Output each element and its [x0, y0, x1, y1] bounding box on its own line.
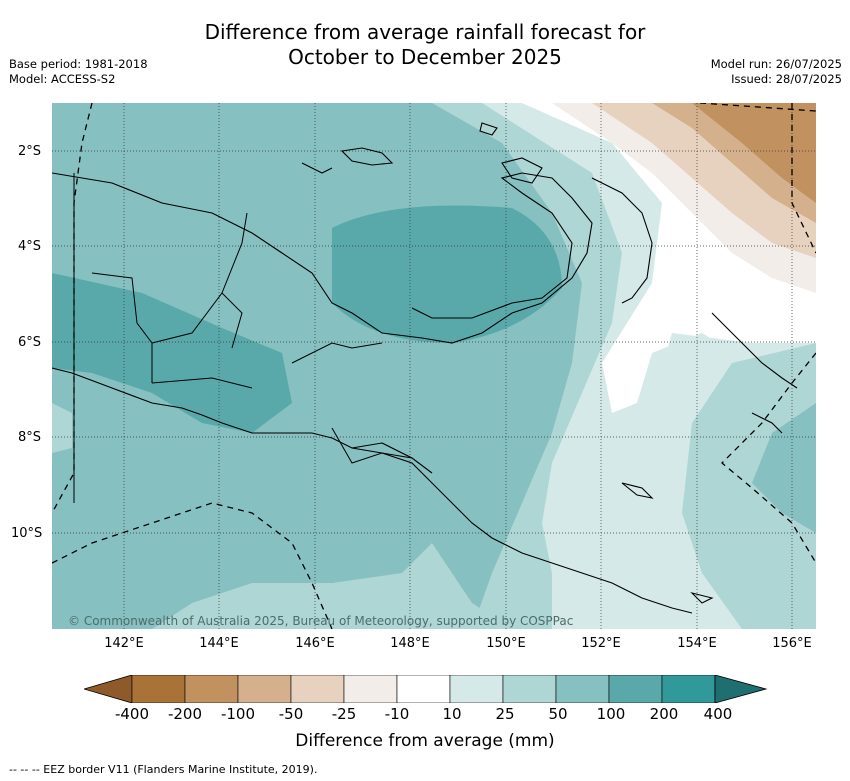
zone-100-200-central — [332, 205, 562, 343]
lon-label-156e: 156°E — [772, 636, 812, 651]
model-name: Model: ACCESS-S2 — [9, 72, 116, 86]
meta-left: Base period: 1981-2018 Model: ACCESS-S2 — [9, 57, 148, 87]
base-period: Base period: 1981-2018 — [9, 57, 148, 71]
colorbar-segment-5 — [343, 674, 398, 704]
colorbar-tick: 200 — [649, 705, 679, 723]
colorbar — [82, 674, 768, 707]
lon-label-148e: 148°E — [390, 636, 430, 651]
colorbar-tick: 50 — [548, 705, 568, 723]
rainfall-map — [52, 103, 816, 629]
colorbar-extend-high — [714, 674, 768, 704]
colorbar-title: Difference from average (mm) — [295, 731, 555, 751]
colorbar-tick: -200 — [167, 705, 203, 723]
colorbar-segment-2 — [184, 674, 239, 704]
lat-label-2s: 2°S — [18, 144, 42, 159]
copyright-notice: © Commonwealth of Australia 2025, Bureau… — [68, 614, 574, 628]
map-title: Difference from average rainfall forecas… — [0, 20, 850, 70]
lon-label-144e: 144°E — [199, 636, 239, 651]
colorbar-segment-4 — [290, 674, 345, 704]
lat-label-4s: 4°S — [18, 239, 42, 254]
zone-100-200-west — [52, 273, 292, 433]
colorbar-segment-7 — [449, 674, 504, 704]
zone-dry-strongest — [692, 103, 816, 203]
colorbar-segment-10 — [608, 674, 663, 704]
model-run: Model run: 26/07/2025 — [710, 57, 842, 71]
colorbar-tick: -10 — [384, 705, 410, 723]
lon-label-154e: 154°E — [677, 636, 717, 651]
colorbar-tick: 100 — [596, 705, 626, 723]
colorbar-segment-8 — [502, 674, 557, 704]
colorbar-segment-1 — [131, 674, 186, 704]
gridlines — [52, 103, 816, 629]
colorbar-tick: -100 — [220, 705, 256, 723]
colorbar-tick: -50 — [278, 705, 304, 723]
lon-label-146e: 146°E — [295, 636, 335, 651]
title-line-1: Difference from average rainfall forecas… — [204, 20, 646, 44]
eez-footnote: -- -- -- EEZ border V11 (Flanders Marine… — [9, 763, 318, 776]
title-line-2: October to December 2025 — [288, 45, 562, 69]
lon-label-142e: 142°E — [104, 636, 144, 651]
colorbar-segment-11 — [661, 674, 716, 704]
eez-borders — [52, 103, 816, 629]
lat-label-6s: 6°S — [18, 335, 42, 350]
colorbar-segment-9 — [555, 674, 610, 704]
lon-label-152e: 152°E — [581, 636, 621, 651]
colorbar-segment-3 — [237, 674, 292, 704]
meta-right: Model run: 26/07/2025 Issued: 28/07/2025 — [711, 57, 842, 87]
colorbar-segment-6 — [396, 674, 451, 704]
colorbar-tick: 25 — [495, 705, 515, 723]
zone-100-200-southeast — [752, 403, 816, 533]
zone-25-50-south — [152, 543, 512, 629]
colorbar-tick: 10 — [442, 705, 462, 723]
zone-25-50-southwest — [52, 403, 72, 453]
lon-label-150e: 150°E — [486, 636, 526, 651]
colorbar-extend-low — [82, 674, 133, 704]
lat-label-8s: 8°S — [18, 430, 42, 445]
lat-label-10s: 10°S — [11, 526, 43, 541]
colorbar-tick: -25 — [331, 705, 357, 723]
issued-date: Issued: 28/07/2025 — [731, 72, 842, 86]
colorbar-tick: -400 — [114, 705, 150, 723]
colorbar-tick: 400 — [703, 705, 733, 723]
